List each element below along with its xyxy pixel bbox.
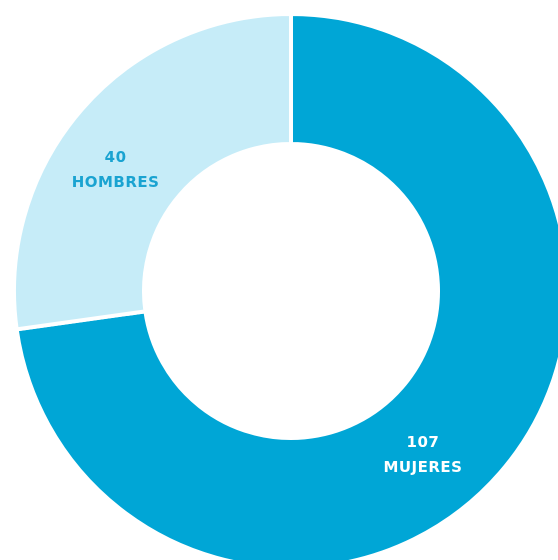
slice-value-label-mujeres: 107 [407,433,440,451]
slice-mujeres [14,11,558,560]
slice-hombres [12,11,293,332]
slice-category-label-hombres: HOMBRES [72,173,160,191]
slice-value-label-hombres: 40 [105,148,127,166]
slice-category-label-mujeres: MUJERES [383,458,462,476]
slices-group [12,11,558,560]
labels-group: 107 MUJERES 40 HOMBRES [72,148,462,476]
